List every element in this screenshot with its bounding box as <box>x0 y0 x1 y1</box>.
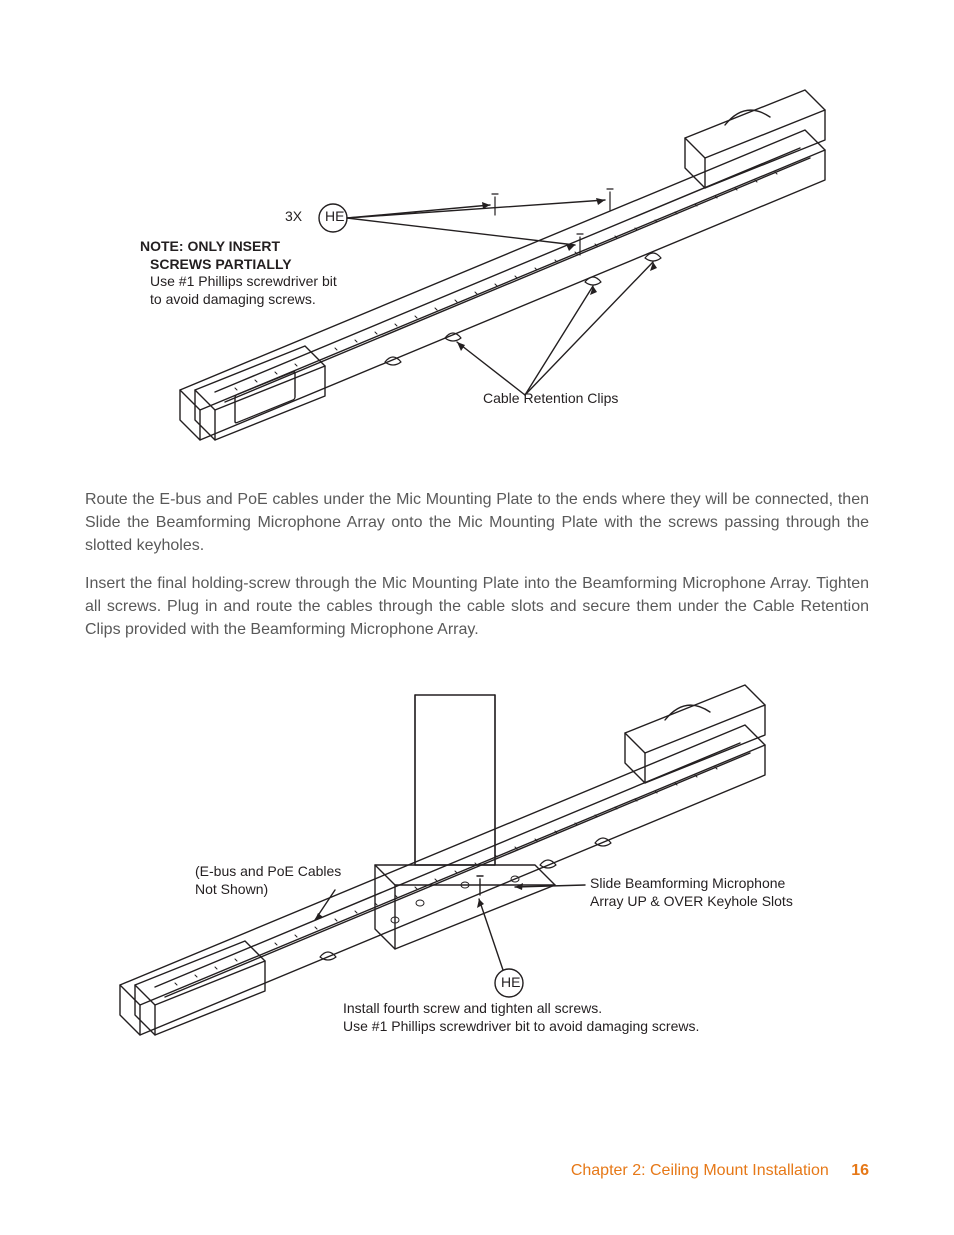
figure-1: 3X HE NOTE: ONLY INSERT SCREWS PARTIALLY… <box>85 70 869 470</box>
footer-chapter: Chapter 2: Ceiling Mount Installation <box>571 1162 829 1179</box>
slide-label-line-2: Array UP & OVER Keyhole Slots <box>590 893 830 911</box>
cables-label-line-1: (E-bus and PoE Cables <box>195 863 395 881</box>
slide-label-line-1: Slide Beamforming Microphone <box>590 875 830 893</box>
install-block: Install fourth screw and tighten all scr… <box>343 1000 843 1035</box>
note-line-3: Use #1 Phillips screwdriver bit <box>140 273 400 291</box>
install-line-2: Use #1 Phillips screwdriver bit to avoid… <box>343 1018 843 1036</box>
callout-he-1: HE <box>325 208 341 226</box>
footer-page-number: 16 <box>851 1162 869 1179</box>
callout-he-2: HE <box>501 974 517 992</box>
page-footer: Chapter 2: Ceiling Mount Installation 16 <box>571 1162 869 1180</box>
paragraph-1: Route the E-bus and PoE cables under the… <box>85 488 869 558</box>
figure-2: (E-bus and PoE Cables Not Shown) Slide B… <box>85 665 869 1065</box>
install-line-1: Install fourth screw and tighten all scr… <box>343 1000 843 1018</box>
slide-label: Slide Beamforming Microphone Array UP & … <box>590 875 830 910</box>
cables-label-line-2: Not Shown) <box>195 881 395 899</box>
note-line-4: to avoid damaging screws. <box>140 291 400 309</box>
clip-label: Cable Retention Clips <box>483 390 618 408</box>
note-block: NOTE: ONLY INSERT SCREWS PARTIALLY Use #… <box>140 238 400 308</box>
paragraph-2: Insert the final holding-screw through t… <box>85 572 869 642</box>
cables-label: (E-bus and PoE Cables Not Shown) <box>195 863 395 898</box>
callout-3x: 3X <box>285 208 302 226</box>
note-line-1: NOTE: ONLY INSERT <box>140 238 400 256</box>
note-line-2: SCREWS PARTIALLY <box>140 256 400 274</box>
